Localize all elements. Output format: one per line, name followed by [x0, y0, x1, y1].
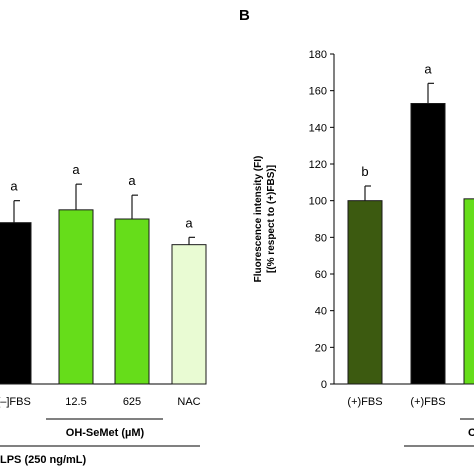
- panel-b-chart: Fluorescence intensity (FI) [(% respect …: [253, 49, 474, 447]
- significance-letter-2: a: [72, 162, 80, 177]
- panel-b-y-ticks: 0 20 40 60 80 100 120 140 160 180: [309, 49, 334, 391]
- y-tick-label-4: 80: [315, 232, 327, 244]
- category-label-2: (+)FBS: [410, 396, 445, 408]
- bar-3: [463, 198, 474, 385]
- panel-b-group-label: C: [468, 427, 474, 439]
- oh-semet-group-label: OH-SeMet (µM): [66, 427, 145, 439]
- y-tick-label-0: 0: [321, 379, 327, 391]
- y-tick-label-9: 180: [309, 49, 327, 61]
- y-tick-label-2: 40: [315, 306, 327, 318]
- panel-b-bars: ba: [347, 61, 474, 385]
- significance-letter-1: b: [361, 164, 368, 179]
- y-tick-label-8: 160: [309, 86, 327, 98]
- bar-1: [0, 222, 32, 385]
- y-tick-label-3: 60: [315, 269, 327, 281]
- panel-b-letter: B: [239, 7, 250, 24]
- significance-letter-4: a: [185, 215, 193, 230]
- significance-letter-2: a: [424, 61, 432, 76]
- lps-group-label: LPS (250 ng/mL): [0, 454, 87, 466]
- bar-1: [347, 200, 383, 385]
- category-label-2: 12.5: [65, 396, 86, 408]
- category-label-4: NAC: [177, 396, 200, 408]
- bar-2: [58, 209, 94, 385]
- significance-letter-1: a: [10, 179, 18, 194]
- bar-2: [410, 103, 446, 385]
- y-tick-label-1: 20: [315, 342, 327, 354]
- panel-a-bars: a a a a: [0, 162, 207, 385]
- y-tick-label-5: 100: [309, 196, 327, 208]
- panel-a-category-labels: [–]FBS 12.5 625 NAC: [0, 396, 201, 408]
- bar-3: [114, 218, 150, 385]
- panel-b-category-labels: (+)FBS (+)FBS: [347, 396, 445, 408]
- y-tick-label-7: 140: [309, 122, 327, 134]
- y-tick-label-6: 120: [309, 159, 327, 171]
- category-label-1: [–]FBS: [0, 396, 31, 408]
- category-label-3: 625: [123, 396, 141, 408]
- category-label-1: (+)FBS: [347, 396, 382, 408]
- panel-b-y-axis-title-line2: [(% respect to (+)FBS)]: [266, 165, 277, 273]
- significance-letter-3: a: [128, 173, 136, 188]
- panel-b-y-axis-title-line1: Fluorescence intensity (FI): [253, 156, 264, 283]
- panel-a-chart: a a a a [–]FBS 12.5 625 NAC OH-SeMet (µM) LPS …: [0, 162, 207, 466]
- bar-4: [171, 244, 207, 385]
